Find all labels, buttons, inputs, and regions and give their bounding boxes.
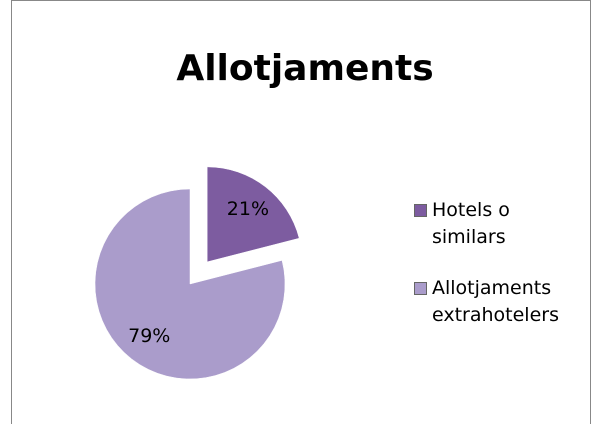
- legend-label: Hotels o similars: [432, 199, 510, 248]
- legend-item: Hotels o similars: [414, 197, 584, 251]
- pie-slice: [206, 166, 300, 263]
- legend-swatch: [414, 204, 427, 217]
- chart-border: [11, 0, 591, 424]
- data-label: 79%: [128, 325, 170, 347]
- legend-item: Allotjaments extrahotelers: [414, 275, 584, 329]
- legend-label: Allotjaments extrahotelers: [432, 277, 559, 326]
- chart-title: Allotjaments: [176, 48, 433, 89]
- legend-swatch: [414, 282, 427, 295]
- data-label: 21%: [227, 198, 269, 220]
- pie-slice: [94, 188, 286, 380]
